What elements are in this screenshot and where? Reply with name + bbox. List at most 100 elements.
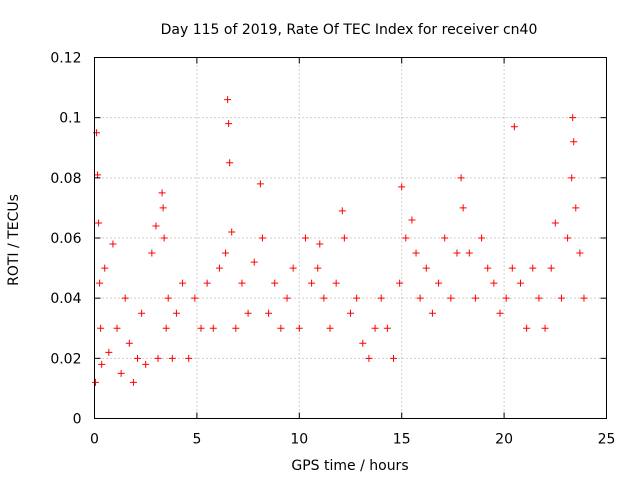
data-point — [541, 324, 549, 332]
data-point — [277, 324, 285, 332]
y-tick-label: 0.12 — [50, 51, 81, 67]
data-point — [428, 309, 436, 317]
data-point — [258, 234, 266, 242]
data-point — [215, 264, 223, 272]
data-point — [471, 294, 479, 302]
data-point — [308, 279, 316, 287]
data-point — [396, 279, 404, 287]
data-point — [256, 180, 264, 188]
x-tick-label: 20 — [495, 432, 513, 448]
data-point — [398, 183, 406, 191]
data-point — [365, 354, 373, 362]
data-point — [412, 249, 420, 257]
data-point — [238, 279, 246, 287]
data-point — [164, 294, 172, 302]
data-point — [295, 324, 303, 332]
data-point — [416, 294, 424, 302]
x-axis-ticks: 0 5 10 15 20 25 — [90, 57, 615, 448]
y-tick-label: 0.08 — [50, 171, 81, 187]
data-point — [564, 234, 572, 242]
data-point — [568, 174, 576, 182]
grid-lines — [94, 57, 607, 419]
data-point — [197, 324, 205, 332]
data-point — [244, 309, 252, 317]
data-point — [390, 354, 398, 362]
data-point — [224, 96, 232, 104]
data-point — [117, 369, 125, 377]
data-point — [447, 294, 455, 302]
x-tick-label: 15 — [393, 432, 411, 448]
data-point — [138, 309, 146, 317]
data-point — [580, 294, 588, 302]
x-axis-label: GPS time / hours — [291, 458, 408, 474]
data-point — [326, 324, 334, 332]
y-axis-ticks: 0 0.02 0.04 0.06 0.08 0.1 0.12 — [50, 51, 607, 428]
data-point — [152, 222, 160, 230]
y-axis-label: ROTI / TECUs — [6, 194, 22, 286]
data-point — [377, 294, 385, 302]
data-point — [502, 294, 510, 302]
data-point — [154, 354, 162, 362]
data-point — [289, 264, 297, 272]
data-point — [94, 171, 102, 179]
data-point — [508, 264, 516, 272]
data-point — [92, 378, 100, 386]
data-point — [316, 240, 324, 248]
data-point — [557, 294, 565, 302]
data-point — [232, 324, 240, 332]
data-point — [457, 174, 465, 182]
data-point — [95, 219, 103, 227]
x-tick-label: 10 — [290, 432, 308, 448]
data-point — [265, 309, 273, 317]
data-point — [134, 354, 142, 362]
data-point — [179, 279, 187, 287]
data-point — [332, 279, 340, 287]
data-point — [422, 264, 430, 272]
data-point — [465, 249, 473, 257]
data-point — [160, 234, 168, 242]
data-point — [225, 120, 233, 128]
data-point — [359, 339, 367, 347]
data-point — [148, 249, 156, 257]
data-point — [129, 378, 137, 386]
data-point — [209, 324, 217, 332]
data-point — [97, 324, 105, 332]
data-point — [222, 249, 230, 257]
data-point — [484, 264, 492, 272]
data-point — [320, 294, 328, 302]
y-tick-label: 0.1 — [59, 111, 81, 127]
data-point — [158, 189, 166, 197]
data-point — [371, 324, 379, 332]
data-point — [338, 207, 346, 215]
data-point — [191, 294, 199, 302]
data-point — [142, 360, 150, 368]
data-point — [441, 234, 449, 242]
data-points — [92, 96, 588, 386]
data-point — [96, 279, 104, 287]
data-point — [113, 324, 121, 332]
data-point — [301, 234, 309, 242]
data-point — [529, 264, 537, 272]
data-point — [551, 219, 559, 227]
data-point — [168, 354, 176, 362]
data-point — [203, 279, 211, 287]
data-point — [228, 228, 236, 236]
data-point — [402, 234, 410, 242]
data-point — [109, 240, 117, 248]
data-point — [453, 249, 461, 257]
data-point — [435, 279, 443, 287]
data-point — [547, 264, 555, 272]
data-point — [459, 204, 467, 212]
y-tick-label: 0.06 — [50, 231, 81, 247]
data-point — [250, 258, 258, 266]
data-point — [570, 138, 578, 146]
x-tick-label: 5 — [192, 432, 201, 448]
data-point — [353, 294, 361, 302]
data-point — [125, 339, 133, 347]
data-point — [121, 294, 129, 302]
data-point — [105, 348, 113, 356]
y-tick-label: 0.02 — [50, 351, 81, 367]
y-tick-label: 0 — [73, 412, 82, 428]
x-tick-label: 0 — [90, 432, 99, 448]
